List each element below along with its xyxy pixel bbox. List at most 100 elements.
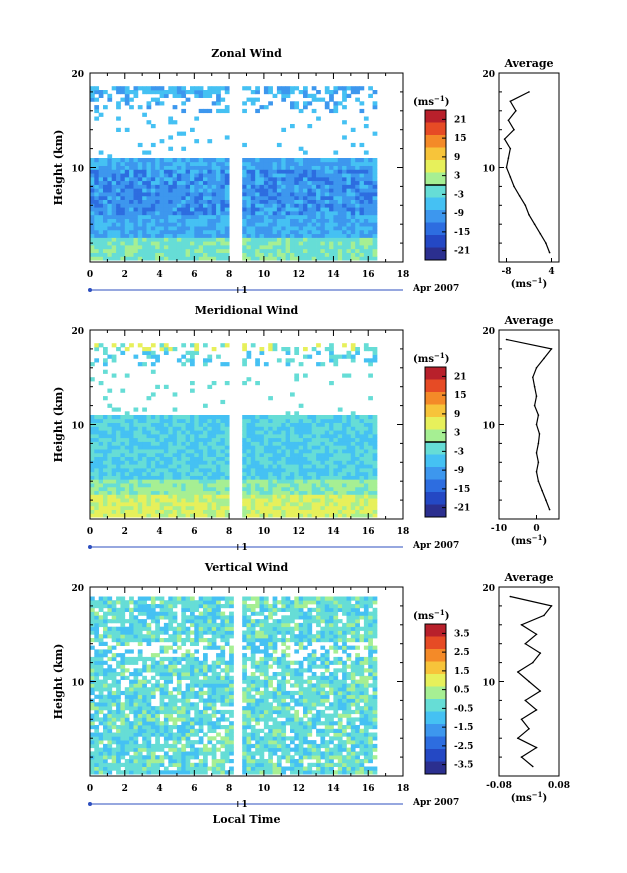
heatmap-cell <box>124 218 130 223</box>
heatmap-cell <box>320 468 326 473</box>
heatmap-cell <box>350 494 356 499</box>
heatmap-cell <box>98 747 104 752</box>
heatmap-cell <box>129 683 134 688</box>
heatmap-cell <box>372 199 378 204</box>
heatmap-cell <box>159 211 165 216</box>
heatmap-cell <box>150 759 156 764</box>
heatmap-cell <box>185 509 191 514</box>
heatmap-cell <box>176 770 182 775</box>
heatmap-cell <box>176 161 182 166</box>
heatmap-cell <box>168 626 174 631</box>
heatmap-cell <box>268 468 273 473</box>
heatmap-cell <box>337 161 343 166</box>
heatmap-cell <box>298 218 304 223</box>
heatmap-cell <box>120 426 126 431</box>
heatmap-cell <box>263 452 269 457</box>
heatmap-cell <box>103 649 108 654</box>
heatmap-cell <box>368 347 373 352</box>
heatmap-cell <box>342 97 347 102</box>
heatmap-cell <box>150 743 156 749</box>
heatmap-cell <box>129 233 134 238</box>
heatmap-cell <box>268 464 273 469</box>
heatmap-cell <box>103 169 108 174</box>
heatmap-cell <box>368 161 373 166</box>
heatmap-cell <box>255 475 260 480</box>
heatmap-cell <box>346 233 352 238</box>
heatmap-cell <box>168 498 174 503</box>
colorbar-tick-label: -21 <box>454 504 470 514</box>
colorbar-tick-label: -15 <box>454 228 470 238</box>
heatmap-cell <box>268 233 273 238</box>
heatmap-cell <box>103 415 108 420</box>
heatmap-cell <box>316 468 321 473</box>
heatmap-cell <box>207 256 213 261</box>
heatmap-cell <box>372 222 378 227</box>
heatmap-cell <box>294 245 300 250</box>
heatmap-cell <box>329 354 334 359</box>
heatmap-cell <box>259 207 265 212</box>
heatmap-cell <box>190 180 195 185</box>
heatmap-cell <box>246 233 252 238</box>
heatmap-cell <box>337 256 343 261</box>
heatmap-cell <box>94 452 100 457</box>
heatmap-cell <box>176 430 182 435</box>
heatmap-cell <box>350 426 356 431</box>
profile-point <box>524 204 527 207</box>
heatmap-cell <box>363 430 369 435</box>
heatmap-cell <box>107 490 113 495</box>
heatmap-cell <box>203 460 208 465</box>
heatmap-cell <box>259 441 265 446</box>
heatmap-cell <box>203 180 208 185</box>
heatmap-cell <box>250 211 256 216</box>
heatmap-cell <box>298 452 304 457</box>
heatmap-cell <box>242 437 247 442</box>
heatmap-cell <box>181 498 187 503</box>
heatmap-cell <box>185 226 191 231</box>
heatmap-cell <box>129 740 134 745</box>
heatmap-cell <box>155 354 160 359</box>
heatmap-cell <box>168 237 174 242</box>
heatmap-cell <box>142 222 147 227</box>
heatmap-cell <box>124 226 130 231</box>
heatmap-cell <box>303 101 308 106</box>
heatmap-cell <box>194 180 200 185</box>
heatmap-cell <box>198 256 204 261</box>
heatmap-cell <box>142 464 147 469</box>
heatmap-cell <box>155 713 160 718</box>
heatmap-cell <box>150 158 156 163</box>
heatmap-cell <box>111 433 117 439</box>
heatmap-cell <box>176 93 182 98</box>
heatmap-cell <box>120 430 126 435</box>
heatmap-cell <box>333 418 339 423</box>
heatmap-cell <box>242 498 247 503</box>
heatmap-cell <box>198 199 204 204</box>
heatmap-cell <box>155 687 160 692</box>
heatmap-cell <box>346 433 352 439</box>
heatmap-cell <box>150 256 156 261</box>
heatmap-cell <box>107 184 113 189</box>
heatmap-cell <box>211 460 217 465</box>
heatmap-cell <box>176 233 182 238</box>
heatmap-cell <box>107 199 113 204</box>
heatmap-cell <box>220 192 226 197</box>
heatmap-cell <box>263 188 269 193</box>
heatmap-cell <box>368 483 373 488</box>
profile-point <box>513 185 515 188</box>
heatmap-cell <box>185 762 191 767</box>
heatmap-cell <box>320 437 326 442</box>
heatmap-cell <box>290 509 295 514</box>
heatmap-cell <box>337 245 343 250</box>
heatmap-cell <box>168 619 174 624</box>
heatmap-cell <box>181 233 187 238</box>
heatmap-cell <box>159 725 165 730</box>
heatmap-cell <box>346 169 352 174</box>
heatmap-cell <box>320 441 326 446</box>
heatmap-cell <box>129 483 134 488</box>
heatmap-cell <box>146 709 152 715</box>
heatmap-cell <box>220 222 226 227</box>
colorbar-unit: (ms−1) <box>413 351 449 365</box>
heatmap-cell <box>124 195 130 200</box>
heatmap-cell <box>133 687 139 692</box>
profile-point <box>518 195 521 197</box>
heatmap-cell <box>363 192 369 197</box>
